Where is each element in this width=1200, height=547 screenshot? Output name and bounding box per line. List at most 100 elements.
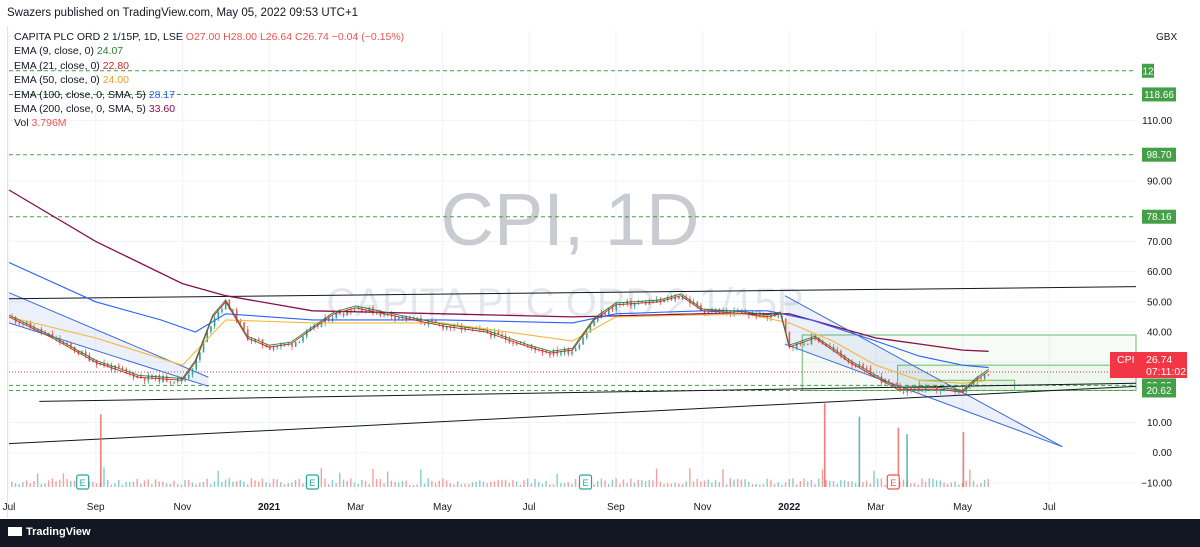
- candle-body-136: [512, 343, 514, 345]
- volume-bar-69: [265, 482, 267, 487]
- volume-bar-188: [703, 480, 706, 487]
- candle-body-63: [243, 322, 245, 330]
- volume-bar-71: [272, 478, 275, 487]
- tradingview-logo[interactable]: TradingView: [8, 526, 91, 538]
- candle-body-44: [173, 381, 175, 383]
- volume-bar-72: [276, 479, 278, 487]
- volume-bar-189: [707, 479, 709, 487]
- candle-body-188: [703, 310, 706, 314]
- volume-bar-196: [733, 479, 735, 487]
- volume-bar-50: [195, 484, 197, 487]
- volume-bar-264: [983, 479, 986, 487]
- volume-bar-52: [202, 481, 205, 487]
- legend-ema9[interactable]: EMA (9, close, 0) 24.07: [14, 44, 404, 58]
- volume-bar-133: [501, 479, 503, 487]
- volume-bar-217: [810, 479, 813, 487]
- volume-bar-159: [596, 481, 599, 487]
- candle-body-120: [453, 324, 455, 329]
- earnings-marker-1[interactable]: E: [305, 474, 320, 490]
- candle-body-169: [633, 303, 636, 307]
- volume-bar-51: [199, 482, 201, 487]
- volume-spike-3: [858, 416, 861, 487]
- volume-bar-108: [409, 484, 411, 487]
- volume-bar-14: [62, 473, 65, 487]
- candle-body-29: [118, 365, 120, 369]
- candle-body-22: [92, 361, 94, 363]
- volume-bar-164: [615, 478, 617, 487]
- volume-bar-183: [685, 481, 687, 487]
- candle-body-99: [375, 312, 378, 314]
- volume-bar-177: [663, 483, 665, 487]
- candle-body-134: [504, 335, 507, 340]
- earnings-marker-2[interactable]: E: [578, 474, 593, 490]
- legend-ema50-value: 24.00: [102, 74, 129, 87]
- candle-body-48: [188, 374, 190, 379]
- volume-bar-73: [280, 482, 282, 487]
- volume-bar-213: [795, 484, 798, 487]
- candle-body-253: [943, 387, 945, 391]
- candle-body-149: [560, 352, 562, 355]
- volume-bar-107: [405, 480, 407, 487]
- volume-bar-91: [346, 480, 348, 487]
- volume-bar-78: [298, 478, 300, 487]
- y-tick-label-9: −10.00: [1141, 478, 1172, 489]
- candle-body-208: [777, 315, 780, 317]
- candle-body-67: [258, 339, 260, 341]
- last-price-symbol: CPI: [1117, 354, 1135, 366]
- volume-bar-225: [840, 480, 842, 487]
- legend-ema100[interactable]: EMA (100, close, 0, SMA, 5) 28.17: [14, 88, 404, 102]
- volume-bar-162: [608, 483, 610, 487]
- candle-body-226: [843, 355, 846, 360]
- volume-bar-205: [766, 478, 768, 487]
- volume-bar-137: [515, 481, 518, 487]
- legend-main[interactable]: CAPITA PLC ORD 2 1/15P, 1D, LSE O27.00 H…: [14, 30, 404, 44]
- candle-body-17: [73, 346, 76, 352]
- ema21-line: [8, 295, 989, 393]
- candle-body-193: [722, 310, 724, 313]
- volume-bar-118: [445, 480, 448, 487]
- volume-bar-216: [807, 481, 809, 487]
- time-axis[interactable]: Jul Sep Nov 2021 Mar May Jul Sep Nov 2022 Mar May Ju…: [3, 502, 1056, 513]
- volume-bar-3: [22, 482, 24, 487]
- volume-bar-70: [269, 483, 271, 487]
- y-tick-label-4: 50.00: [1147, 297, 1172, 308]
- volume-bar-61: [235, 481, 238, 487]
- volume-bar-163: [611, 479, 614, 487]
- legend-ema100-value: 28.17: [148, 88, 176, 101]
- volume-bar-250: [932, 478, 934, 487]
- candle-body-88: [335, 311, 337, 318]
- x-tick-label-12: Jul: [1043, 502, 1056, 513]
- candle-body-1: [14, 316, 17, 323]
- candle-body-221: [825, 343, 828, 347]
- candle-body-112: [423, 322, 426, 325]
- candle-body-132: [497, 331, 500, 335]
- candle-body-42: [165, 376, 168, 382]
- legend-ema200[interactable]: EMA (200, close, 0, SMA, 5) 33.60: [14, 102, 404, 116]
- earnings-marker-box: [76, 474, 90, 490]
- volume-bar-102: [386, 471, 389, 487]
- y-tick-label-1: 90.00: [1147, 176, 1172, 187]
- earnings-marker-3[interactable]: E: [886, 474, 900, 490]
- volume-bar-221: [825, 479, 827, 487]
- volume-bar-185: [692, 481, 695, 487]
- candle-body-145: [545, 352, 548, 354]
- candle-body-265: [987, 374, 990, 376]
- falling-wedge-2020-fill: [9, 292, 209, 387]
- legend-ema50[interactable]: EMA (50, close, 0) 24.00: [14, 73, 404, 87]
- earnings-marker-box: [886, 474, 900, 490]
- volume-bar-75: [287, 483, 289, 487]
- volume-bar-89: [339, 472, 341, 487]
- legend-volume[interactable]: Vol 3.796M: [14, 116, 404, 130]
- volume-bar-254: [947, 484, 949, 487]
- legend-ema21[interactable]: EMA (21, close, 0) 22.80: [14, 59, 404, 73]
- candle-body-104: [394, 316, 396, 319]
- legend-ema21-label: EMA (21, close, 0): [14, 59, 100, 72]
- candle-body-232: [865, 367, 868, 369]
- volume-bar-112: [423, 483, 426, 487]
- volume-bar-93: [353, 482, 356, 487]
- volume-bar-15: [66, 478, 68, 487]
- volume-bar-136: [512, 480, 514, 487]
- earnings-marker-0[interactable]: E: [76, 474, 90, 490]
